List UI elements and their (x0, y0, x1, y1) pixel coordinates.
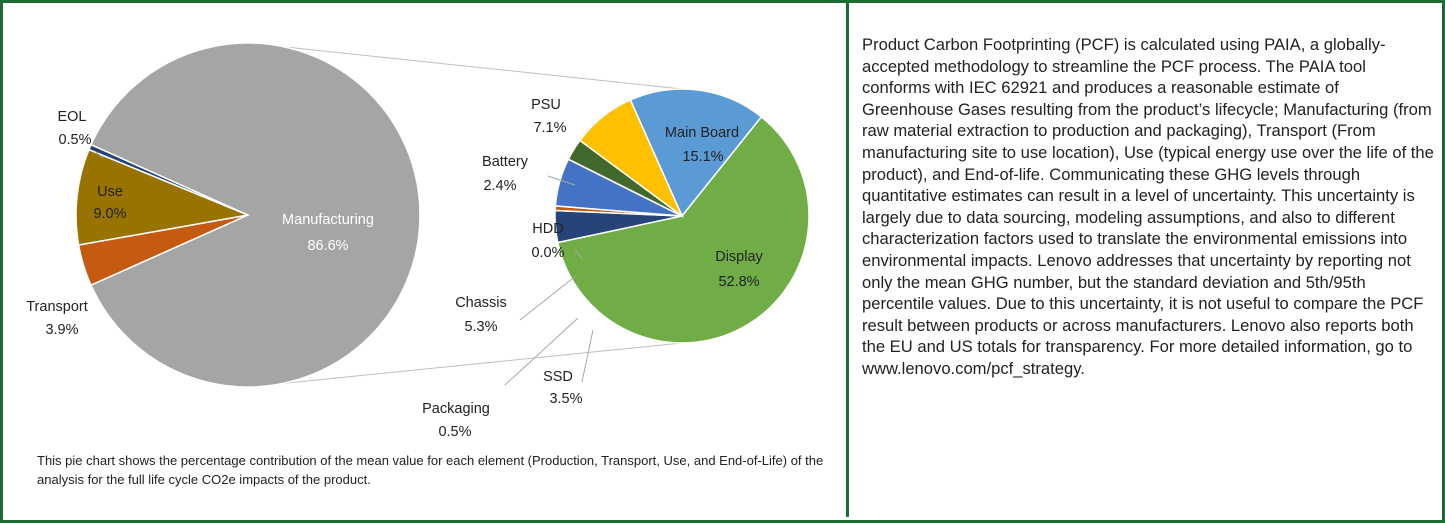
pie-slice (556, 115, 810, 344)
value-label: 3.5% (549, 391, 582, 407)
value-label: 3.9% (45, 322, 78, 338)
slice-label: HDD (532, 221, 563, 237)
slice-label: PSU (531, 97, 561, 113)
value-label: 0.0% (531, 245, 564, 261)
pie-slice (629, 88, 763, 218)
value-label: 86.6% (307, 238, 348, 254)
value-label: 0.5% (58, 132, 91, 148)
chart: Transport 3.9% Use 9.0% EOL 0.5% Manufacturing… (26, 42, 810, 440)
value-label: 5.3% (464, 319, 497, 335)
pie-slice (75, 148, 251, 246)
slice-label: EOL (57, 109, 86, 125)
caption: This pie chart shows the percentage cont… (37, 453, 824, 487)
divider (846, 0, 849, 517)
pie-slice (578, 98, 684, 219)
pie-slice (89, 42, 421, 388)
value-label: 15.1% (682, 149, 723, 165)
slice-label: Display (715, 249, 763, 265)
value-label: 7.1% (533, 120, 566, 136)
slice-label: Main Board (665, 125, 739, 141)
description: Product Carbon Footprinting (PCF) is cal… (862, 35, 1434, 378)
leader-line (547, 175, 576, 186)
leader-line (504, 317, 579, 386)
slice-label: SSD (543, 369, 573, 385)
leader-line (519, 274, 578, 321)
connector (247, 342, 683, 388)
leader-line (581, 329, 594, 383)
slice-label: Chassis (455, 295, 507, 311)
slice-label: Manufacturing (282, 212, 374, 228)
slice-label: Battery (482, 154, 529, 170)
leader-line (574, 249, 584, 261)
leader-line (95, 151, 104, 159)
slice-label: Packaging (422, 401, 490, 417)
slice-label: Transport (26, 299, 88, 315)
value-label: 9.0% (93, 206, 126, 222)
connector (247, 42, 683, 90)
value-label: 2.4% (483, 178, 516, 194)
value-label: 0.5% (438, 424, 471, 440)
slice-label: Use (97, 184, 123, 200)
value-label: 52.8% (718, 274, 759, 290)
